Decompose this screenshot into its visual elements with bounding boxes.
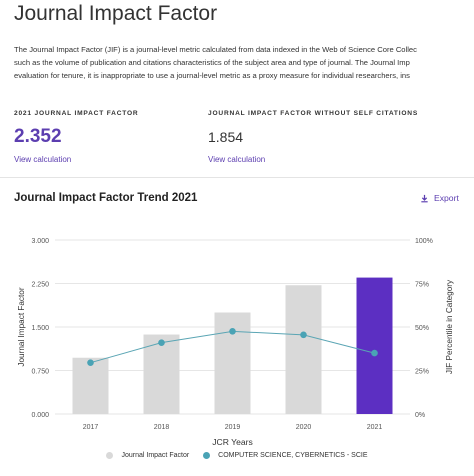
y2-axis-title: JIF Percentile in Category <box>445 279 454 374</box>
legend-swatch-line <box>203 452 211 459</box>
percentile-point-2019 <box>229 328 236 335</box>
bar-2021 <box>356 277 393 414</box>
journal-impact-factor-description: The Journal Impact Factor (JIF) is a jou… <box>14 43 474 82</box>
jif-trend-chart: 0.000 0% 0.750 25% 1.500 50% 2.250 75% 3.000 100%… <box>17 238 454 447</box>
jif-label: 2021 JOURNAL IMPACT FACTOR <box>14 110 139 117</box>
bar-2017 <box>72 357 109 414</box>
description-line: evaluation for tenure, it is inappropria… <box>14 71 410 80</box>
bar-2019 <box>214 312 251 414</box>
description-line: such as the volume of publication and ci… <box>14 58 410 67</box>
export-button[interactable]: Export <box>420 193 459 203</box>
percentile-point-2018 <box>158 339 165 346</box>
x-tick-label: 2019 <box>225 424 241 431</box>
jif-value: 2.352 <box>14 126 62 147</box>
x-tick-label: 2018 <box>154 424 170 431</box>
y-tick-label: 0.750 <box>31 369 49 376</box>
legend-label: Journal Impact Factor <box>121 452 190 459</box>
y2-tick-label: 50% <box>415 325 429 332</box>
jif-view-calculation-link[interactable]: View calculation <box>14 155 72 164</box>
y2-tick-label: 0% <box>415 412 425 419</box>
y2-tick-label: 75% <box>415 282 429 289</box>
percentile-point-2020 <box>300 331 307 339</box>
section-divider <box>0 177 474 178</box>
bar-2018 <box>143 334 180 414</box>
x-tick-label: 2020 <box>296 424 312 431</box>
chart-legend: Journal Impact Factor COMPUTER SCIENCE, … <box>0 452 474 459</box>
y-tick-label: 2.250 <box>31 282 49 289</box>
legend-label: COMPUTER SCIENCE, CYBERNETICS - SCIE <box>218 452 368 459</box>
y-axis-title: Journal Impact Factor <box>17 287 26 366</box>
jif-without-self-citations-view-calculation-link[interactable]: View calculation <box>208 155 266 164</box>
jif-without-self-citations-value: 1.854 <box>208 129 244 145</box>
y-tick-label: 1.500 <box>31 325 49 332</box>
y2-tick-label: 25% <box>415 369 429 376</box>
jif-without-self-citations-label: JOURNAL IMPACT FACTOR WITHOUT SELF CITAT… <box>208 110 419 117</box>
chart-title: Journal Impact Factor Trend 2021 <box>14 192 198 204</box>
x-tick-label: 2017 <box>83 424 99 431</box>
x-axis-title: JCR Years <box>212 437 253 447</box>
export-label: Export <box>434 193 459 203</box>
legend-item-category-percentile[interactable]: COMPUTER SCIENCE, CYBERNETICS - SCIE <box>203 452 368 459</box>
legend-item-journal-impact-factor[interactable]: Journal Impact Factor <box>106 452 189 459</box>
y-tick-label: 0.000 <box>31 412 49 419</box>
y2-tick-label: 100% <box>415 238 433 245</box>
y-tick-label: 3.000 <box>31 238 49 245</box>
legend-swatch-bar <box>106 452 114 459</box>
percentile-point-2021 <box>371 349 378 357</box>
percentile-point-2017 <box>87 359 94 366</box>
description-line: The Journal Impact Factor (JIF) is a jou… <box>14 45 417 54</box>
page-title: Journal Impact Factor <box>14 2 218 25</box>
x-tick-label: 2021 <box>367 424 383 431</box>
bar-2020 <box>285 285 322 414</box>
download-icon <box>420 194 429 203</box>
